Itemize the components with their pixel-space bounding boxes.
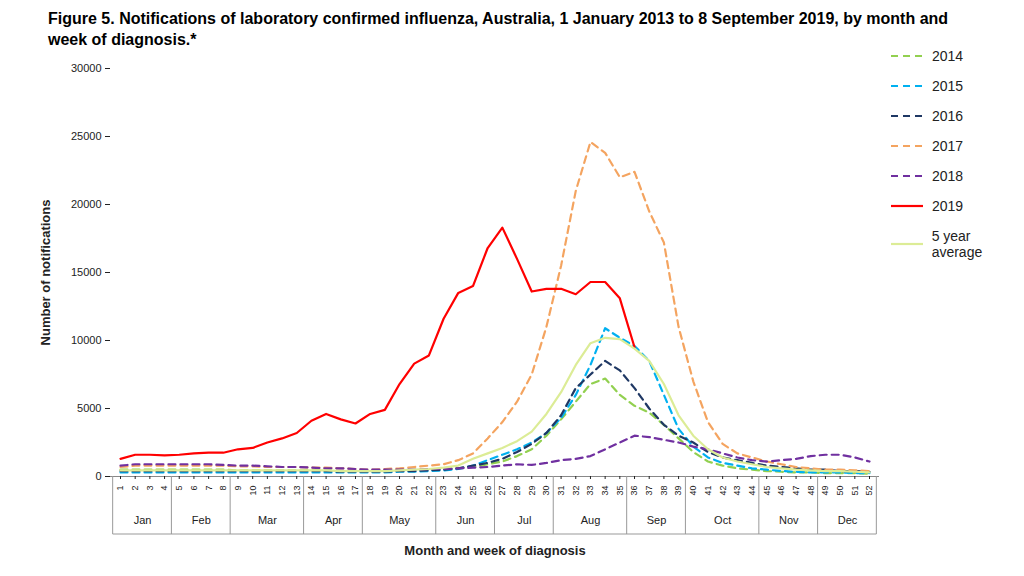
svg-text:38: 38	[659, 486, 669, 496]
svg-text:35: 35	[615, 486, 625, 496]
svg-text:18: 18	[365, 486, 375, 496]
svg-text:15000: 15000	[71, 266, 102, 278]
svg-text:6: 6	[189, 486, 199, 491]
svg-text:20000: 20000	[71, 198, 102, 210]
svg-text:51: 51	[850, 486, 860, 496]
svg-text:Mar: Mar	[258, 514, 277, 526]
svg-text:3: 3	[145, 486, 155, 491]
svg-text:Aug: Aug	[581, 514, 601, 526]
svg-text:Feb: Feb	[192, 514, 211, 526]
svg-text:32: 32	[571, 486, 581, 496]
svg-text:40: 40	[688, 486, 698, 496]
svg-text:Month and week of diagnosis: Month and week of diagnosis	[404, 543, 585, 558]
svg-text:Jan: Jan	[134, 514, 152, 526]
svg-text:17: 17	[350, 486, 360, 496]
svg-text:27: 27	[497, 486, 507, 496]
svg-text:5: 5	[174, 486, 184, 491]
html-text:Figure 5. Notifications of lab: Figure 5. Notifications of laboratory co…	[48, 10, 949, 48]
svg-text:Number of notifications: Number of notifications	[38, 200, 53, 346]
svg-text:11: 11	[262, 486, 272, 495]
svg-text:Dec: Dec	[838, 514, 858, 526]
svg-text:46: 46	[776, 486, 786, 496]
svg-text:48: 48	[806, 486, 816, 496]
svg-text:12: 12	[277, 486, 287, 496]
svg-text:16: 16	[336, 486, 346, 496]
svg-text:10000: 10000	[71, 334, 102, 346]
svg-text:15: 15	[321, 486, 331, 496]
svg-text:21: 21	[409, 486, 419, 496]
html-text:2015: 2015	[932, 78, 964, 94]
svg-text:9: 9	[233, 486, 243, 491]
svg-text:34: 34	[600, 486, 610, 496]
html-text:2018: 2018	[932, 168, 964, 184]
svg-text:5000: 5000	[77, 402, 101, 414]
html-text:2019: 2019	[932, 198, 964, 214]
svg-text:8: 8	[218, 486, 228, 491]
svg-text:52: 52	[864, 486, 874, 496]
svg-text:24: 24	[453, 486, 463, 496]
svg-text:14: 14	[306, 486, 316, 496]
svg-text:7: 7	[203, 486, 213, 491]
svg-text:10: 10	[248, 486, 258, 496]
svg-text:0: 0	[95, 470, 101, 482]
html-text:2014: 2014	[932, 48, 964, 64]
svg-text:44: 44	[747, 486, 757, 496]
svg-text:1: 1	[115, 486, 125, 491]
svg-text:25000: 25000	[71, 130, 102, 142]
svg-text:4: 4	[159, 486, 169, 491]
svg-text:26: 26	[483, 486, 493, 496]
svg-text:23: 23	[438, 486, 448, 496]
html-text:2017: 2017	[932, 138, 964, 154]
svg-text:39: 39	[673, 486, 683, 496]
svg-text:30000: 30000	[71, 62, 102, 74]
svg-text:28: 28	[512, 486, 522, 496]
svg-text:33: 33	[585, 486, 595, 496]
svg-text:Jul: Jul	[517, 514, 531, 526]
svg-text:Oct: Oct	[714, 514, 731, 526]
svg-text:42: 42	[718, 486, 728, 496]
svg-text:Apr: Apr	[325, 514, 342, 526]
svg-text:37: 37	[644, 486, 654, 496]
svg-text:Jun: Jun	[457, 514, 475, 526]
svg-text:50: 50	[835, 486, 845, 496]
svg-text:29: 29	[527, 486, 537, 496]
svg-text:47: 47	[791, 486, 801, 496]
svg-text:31: 31	[556, 486, 566, 496]
svg-text:43: 43	[732, 486, 742, 496]
html-text:5 year average: 5 year average	[931, 228, 983, 260]
svg-text:41: 41	[703, 486, 713, 496]
svg-text:13: 13	[292, 486, 302, 496]
svg-text:49: 49	[820, 486, 830, 496]
svg-text:May: May	[389, 514, 410, 526]
html-text:2016: 2016	[932, 108, 964, 124]
svg-text:25: 25	[468, 486, 478, 496]
svg-text:19: 19	[380, 486, 390, 496]
svg-text:45: 45	[762, 486, 772, 496]
svg-text:20: 20	[394, 486, 404, 496]
svg-text:Nov: Nov	[779, 514, 799, 526]
svg-text:30: 30	[541, 486, 551, 496]
svg-text:Sep: Sep	[647, 514, 667, 526]
svg-text:2: 2	[130, 486, 140, 491]
svg-text:22: 22	[424, 486, 434, 496]
svg-text:36: 36	[629, 486, 639, 496]
